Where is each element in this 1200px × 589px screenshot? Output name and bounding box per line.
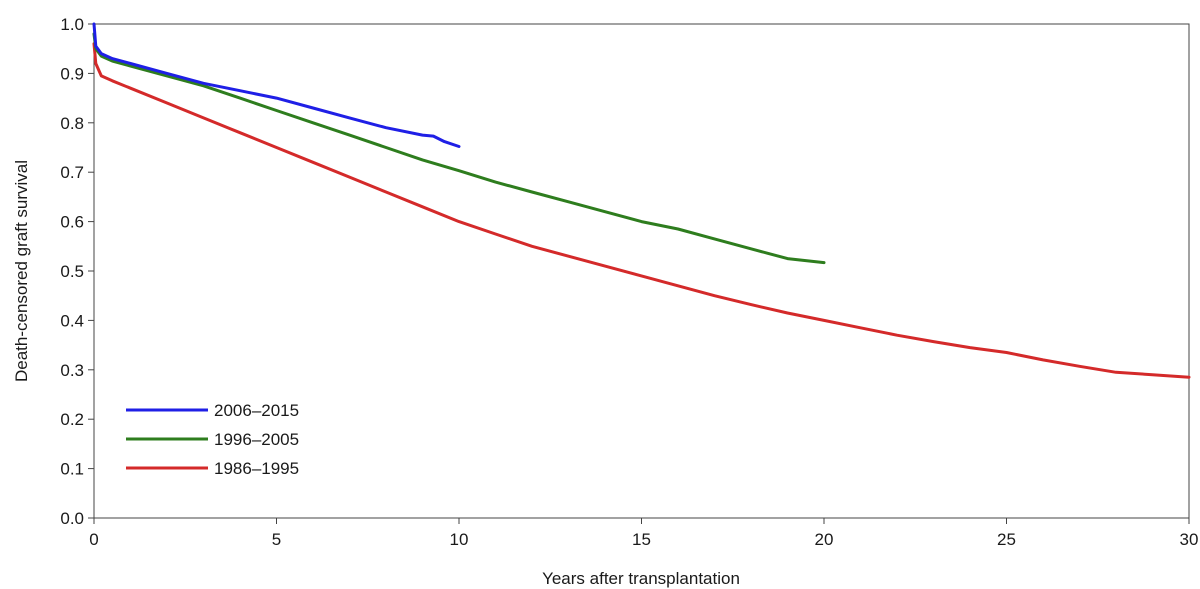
- legend-label-0: 2006–2015: [214, 401, 299, 420]
- x-tick-label: 10: [450, 530, 469, 549]
- x-tick-label: 20: [815, 530, 834, 549]
- x-tick-label: 5: [272, 530, 281, 549]
- y-tick-label: 0.5: [60, 262, 84, 281]
- series-line-1: [92, 32, 826, 265]
- x-axis-title: Years after transplantation: [542, 569, 740, 588]
- legend-label-1: 1996–2005: [214, 430, 299, 449]
- series-layer: [92, 22, 1191, 379]
- y-tick-label: 1.0: [60, 15, 84, 34]
- y-tick-label: 0.2: [60, 410, 84, 429]
- series-line-0: [92, 22, 461, 148]
- y-tick-label: 0.3: [60, 361, 84, 380]
- x-tick-label: 30: [1180, 530, 1199, 549]
- y-tick-label: 0.8: [60, 114, 84, 133]
- legend-label-2: 1986–1995: [214, 459, 299, 478]
- y-tick-label: 0.4: [60, 311, 84, 330]
- y-tick-label: 0.7: [60, 163, 84, 182]
- x-tick-label: 25: [997, 530, 1016, 549]
- x-tick-label: 0: [89, 530, 98, 549]
- y-tick-label: 0.0: [60, 509, 84, 528]
- y-axis: 0.0 0.1 0.2 0.3 0.4 0.5 0.6 0.7 0.8 0.9 1.0: [60, 15, 94, 528]
- x-tick-label: 15: [632, 530, 651, 549]
- y-tick-label: 0.9: [60, 64, 84, 83]
- series-line-2: [92, 42, 1191, 379]
- y-axis-title: Death-censored graft survival: [12, 160, 31, 382]
- legend: 2006–2015 1996–2005 1986–1995: [126, 401, 299, 478]
- y-tick-label: 0.6: [60, 213, 84, 232]
- y-tick-label: 0.1: [60, 460, 84, 479]
- x-axis: 0 5 10 15 20 25 30: [89, 518, 1198, 549]
